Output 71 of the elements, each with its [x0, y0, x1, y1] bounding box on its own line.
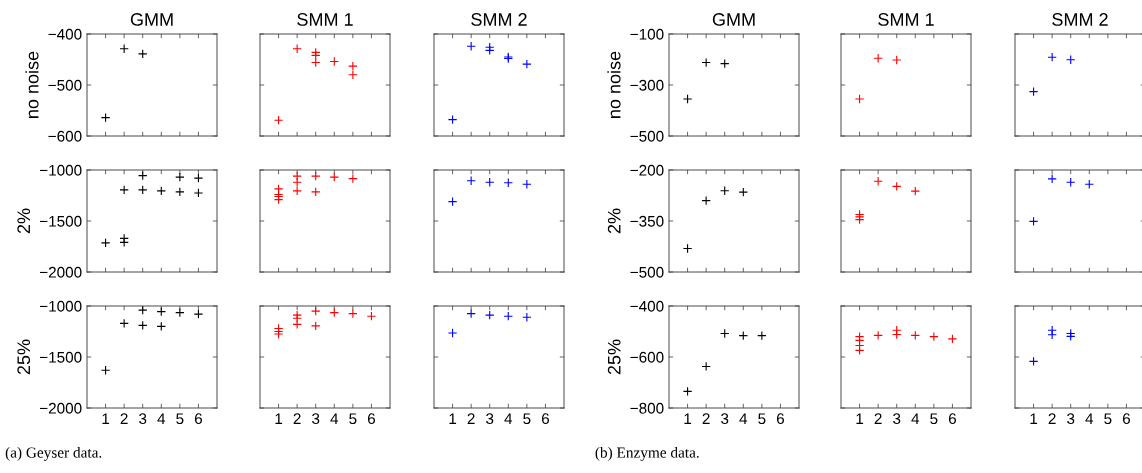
x-tick-label: 3 — [312, 413, 320, 425]
y-axis-title: no noise — [25, 51, 39, 118]
x-tick-label: 3 — [893, 413, 901, 425]
y-tick-label: −1000 — [39, 164, 82, 176]
x-tick-label: 5 — [349, 413, 357, 425]
text: (a) Geyser data. — [5, 446, 102, 461]
y-tick-label: −500 — [630, 130, 664, 142]
y-tick-label: −500 — [48, 79, 82, 91]
x-tick-label: 5 — [1104, 413, 1112, 425]
point — [682, 94, 693, 104]
x-tick-label: 4 — [1085, 413, 1094, 424]
chart-title: SMM 2 — [1052, 13, 1108, 26]
y-tick-label: −350 — [630, 215, 664, 227]
x-tick-label: 2 — [702, 413, 710, 424]
x-tick-label: 6 — [194, 413, 203, 425]
x-tick-label: 5 — [758, 413, 766, 425]
x-tick-label: 1 — [275, 413, 283, 424]
x-tick-label: 5 — [930, 413, 938, 425]
x-tick-label: 6 — [541, 413, 550, 425]
x-tick-label: 1 — [102, 413, 110, 424]
x-tick-label: 2 — [120, 413, 128, 424]
x-tick-label: 2 — [293, 413, 301, 424]
x-tick-label: 1 — [684, 413, 692, 424]
x-tick-label: 1 — [1030, 413, 1038, 424]
y-axis-title: 2% — [17, 208, 31, 234]
x-tick-label: 3 — [721, 413, 729, 425]
x-tick-label: 4 — [911, 413, 920, 424]
y-tick-label: −1000 — [39, 300, 82, 312]
x-tick-label: 5 — [176, 413, 184, 425]
y-tick-label: −600 — [48, 130, 82, 142]
x-tick-label: 3 — [486, 413, 494, 425]
y-axis-title: 25% — [17, 339, 31, 375]
x-tick-label: 3 — [139, 413, 147, 425]
chart-title: SMM 1 — [297, 13, 353, 26]
y-tick-label: −600 — [630, 351, 664, 363]
x-tick-label: 2 — [874, 413, 882, 424]
x-tick-label: 4 — [157, 413, 166, 424]
y-tick-label: −500 — [630, 266, 664, 278]
chart-title: SMM 2 — [471, 13, 527, 26]
y-axis-title: 2% — [607, 208, 621, 234]
chart-title: GMM — [712, 13, 755, 26]
x-tick-label: 1 — [856, 413, 864, 424]
y-tick-label: −300 — [630, 79, 664, 91]
y-tick-label: −100 — [630, 28, 664, 40]
x-tick-label: 5 — [523, 413, 531, 425]
y-tick-label: −400 — [630, 300, 664, 312]
x-tick-label: 4 — [739, 413, 748, 424]
y-tick-label: −800 — [630, 402, 664, 414]
x-tick-label: 6 — [367, 413, 376, 425]
y-axis-title: no noise — [607, 51, 621, 118]
x-tick-label: 6 — [948, 413, 957, 425]
x-tick-label: 6 — [1122, 413, 1131, 425]
y-tick-label: −200 — [630, 164, 664, 176]
x-tick-label: 4 — [504, 413, 513, 424]
x-tick-label: 2 — [467, 413, 475, 424]
x-tick-label: 3 — [1067, 413, 1075, 425]
y-tick-label: −2000 — [39, 402, 82, 414]
point — [193, 188, 204, 198]
point — [447, 328, 458, 338]
chart-title: GMM — [130, 13, 173, 26]
text: (b) Enzyme data. — [595, 446, 699, 461]
x-tick-label: 2 — [1048, 413, 1056, 424]
chart-title: SMM 1 — [878, 13, 934, 26]
y-tick-label: −1500 — [39, 215, 82, 227]
y-tick-label: −400 — [48, 28, 82, 40]
x-tick-label: 6 — [776, 413, 785, 425]
y-axis-title: 25% — [607, 339, 621, 375]
y-tick-label: −1500 — [39, 351, 82, 363]
x-tick-label: 1 — [449, 413, 457, 424]
y-tick-label: −2000 — [39, 266, 82, 278]
x-tick-label: 4 — [330, 413, 339, 424]
